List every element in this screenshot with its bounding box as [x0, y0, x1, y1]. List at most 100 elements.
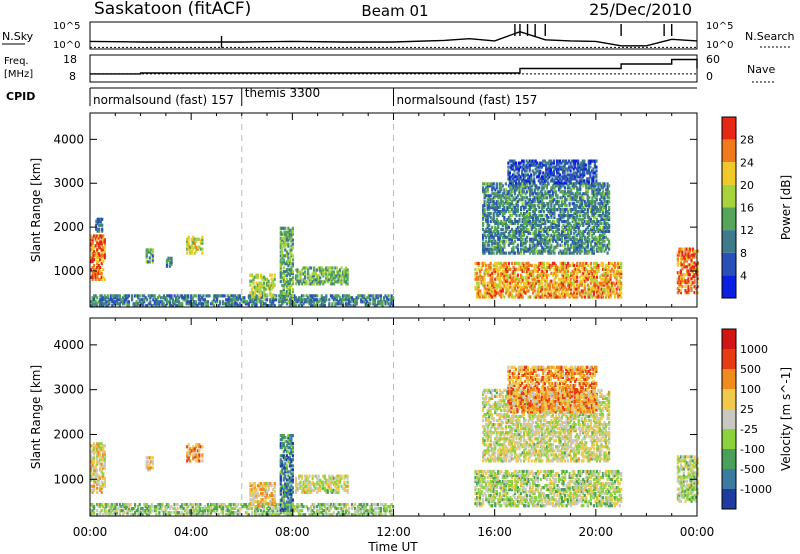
- range-cell: [521, 237, 524, 241]
- range-cell: [193, 453, 196, 457]
- range-cell: [536, 289, 539, 293]
- range-cell: [507, 177, 510, 181]
- range-cell: [574, 223, 577, 227]
- range-cell: [571, 165, 574, 169]
- range-cell: [527, 219, 530, 224]
- range-cell: [313, 302, 316, 306]
- range-cell: [486, 217, 489, 222]
- range-cell: [504, 225, 507, 229]
- range-cell: [548, 163, 551, 167]
- range-cell: [314, 304, 317, 308]
- range-cell: [488, 223, 491, 227]
- range-cell: [562, 215, 565, 220]
- range-cell: [94, 464, 97, 468]
- range-cell: [168, 304, 172, 308]
- range-cell: [565, 223, 568, 227]
- range-cell: [91, 271, 94, 276]
- range-cell: [501, 239, 504, 243]
- range-cell: [126, 296, 129, 300]
- range-cell: [539, 227, 542, 231]
- range-cell: [574, 184, 577, 188]
- range-cell: [562, 277, 565, 281]
- range-cell: [681, 251, 684, 255]
- range-cell: [483, 194, 486, 198]
- range-cell: [591, 200, 594, 204]
- range-cell: [583, 237, 586, 241]
- range-cell: [103, 511, 106, 515]
- range-cell: [288, 282, 291, 286]
- range-cell: [117, 298, 120, 302]
- range-cell: [281, 238, 284, 242]
- range-cell: [491, 295, 494, 299]
- range-cell: [479, 289, 482, 293]
- range-cell: [279, 226, 282, 230]
- range-cell: [99, 221, 102, 225]
- range-cell: [587, 159, 590, 163]
- range-cell: [486, 263, 489, 267]
- range-cell: [604, 192, 608, 196]
- range-cell: [483, 182, 486, 186]
- range-cell: [341, 298, 345, 302]
- range-cell: [576, 245, 579, 249]
- range-cell: [536, 188, 539, 192]
- range-cell: [547, 192, 550, 196]
- range-cell: [595, 267, 598, 271]
- range-cell: [521, 186, 524, 190]
- range-cell: [199, 300, 202, 304]
- range-cell: [548, 194, 551, 198]
- range-cell: [536, 169, 539, 173]
- range-cell: [514, 161, 518, 165]
- range-cell: [510, 165, 513, 169]
- range-cell: [532, 225, 535, 229]
- range-cell: [486, 212, 489, 216]
- range-cell: [331, 296, 334, 300]
- range-cell: [520, 233, 523, 237]
- range-cell: [569, 177, 572, 181]
- range-cell: [488, 202, 491, 206]
- range-cell: [147, 456, 150, 460]
- range-cell: [532, 251, 535, 255]
- range-cell: [547, 202, 550, 206]
- range-cell: [279, 230, 282, 234]
- range-cell: [526, 184, 529, 188]
- range-cell: [288, 291, 291, 296]
- range-cell: [335, 266, 338, 270]
- range-cell: [497, 225, 500, 229]
- range-cell: [205, 294, 208, 298]
- range-cell: [279, 296, 282, 300]
- range-cell: [589, 243, 592, 247]
- range-cell: [606, 243, 609, 247]
- range-cell: [495, 194, 498, 198]
- range-cell: [209, 302, 213, 306]
- range-cell: [538, 198, 541, 202]
- range-cell: [247, 296, 250, 300]
- range-cell: [489, 289, 492, 293]
- range-cell: [597, 295, 600, 299]
- range-cell: [344, 294, 348, 298]
- range-cell: [578, 163, 581, 167]
- range-cell: [598, 210, 602, 214]
- range-cell: [140, 302, 143, 306]
- range-cell: [518, 217, 521, 222]
- range-cell: [541, 208, 544, 212]
- range-cell: [530, 243, 533, 247]
- range-cell: [536, 243, 539, 247]
- range-cell: [192, 239, 195, 243]
- range-cell: [290, 240, 293, 244]
- range-cell: [553, 225, 556, 229]
- range-cell: [586, 243, 589, 247]
- range-cell: [513, 173, 516, 177]
- range-cell: [526, 227, 529, 231]
- range-cell: [684, 279, 687, 283]
- range-cell: [494, 210, 497, 214]
- range-cell: [93, 296, 96, 300]
- range-cell: [586, 188, 589, 192]
- range-cell: [118, 503, 121, 507]
- range-cell: [491, 249, 494, 253]
- range-cell: [118, 511, 121, 515]
- range-cell: [573, 239, 576, 243]
- range-cell: [513, 295, 517, 299]
- range-cell: [305, 266, 308, 270]
- range-cell: [105, 511, 108, 515]
- range-cell: [135, 509, 138, 513]
